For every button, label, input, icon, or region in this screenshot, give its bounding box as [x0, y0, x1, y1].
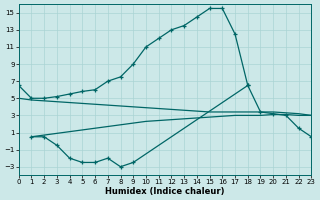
X-axis label: Humidex (Indice chaleur): Humidex (Indice chaleur) — [105, 187, 225, 196]
